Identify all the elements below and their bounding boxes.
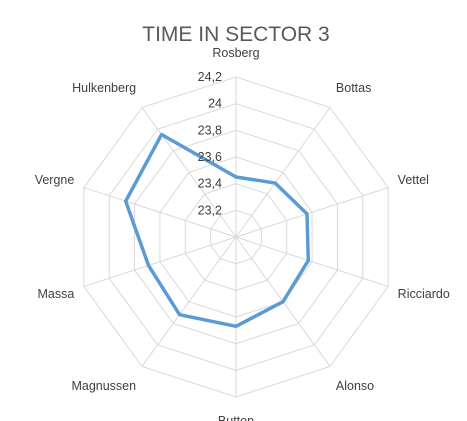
r-tick-label: 23,2 bbox=[198, 203, 222, 217]
category-label: Alonso bbox=[336, 379, 374, 393]
r-tick-label: 23,6 bbox=[198, 150, 222, 164]
grid-spoke bbox=[141, 236, 237, 367]
series-layer bbox=[123, 132, 311, 329]
r-tick-label: 24 bbox=[208, 97, 222, 111]
grid-spoke bbox=[235, 187, 389, 238]
category-label: Button bbox=[218, 414, 254, 421]
radial-axis-ticks: 23,2 23,4 23,6 23,8 24 24,2 bbox=[198, 70, 222, 217]
category-label: Massa bbox=[37, 287, 74, 301]
category-label: Ricciardo bbox=[398, 287, 450, 301]
grid bbox=[83, 76, 389, 398]
r-tick-label: 23,4 bbox=[198, 177, 222, 191]
grid-spoke bbox=[83, 236, 237, 287]
r-tick-label: 23,8 bbox=[198, 123, 222, 137]
category-label: Bottas bbox=[336, 81, 371, 95]
category-label: Magnussen bbox=[71, 379, 136, 393]
grid-spoke bbox=[235, 236, 389, 287]
grid-spoke bbox=[83, 187, 237, 238]
series-line bbox=[123, 132, 311, 329]
grid-spoke bbox=[141, 107, 237, 238]
r-tick-label: 24,2 bbox=[198, 70, 222, 84]
chart-title: TIME IN SECTOR 3 bbox=[142, 23, 329, 46]
category-label: Rosberg bbox=[212, 46, 259, 60]
category-label: Vettel bbox=[398, 173, 429, 187]
category-label: Vergne bbox=[35, 173, 75, 187]
category-labels: Rosberg Bottas Vettel Ricciardo Alonso Button… bbox=[35, 46, 450, 421]
grid-spoke bbox=[235, 107, 331, 238]
category-label: Hulkenberg bbox=[72, 81, 136, 95]
